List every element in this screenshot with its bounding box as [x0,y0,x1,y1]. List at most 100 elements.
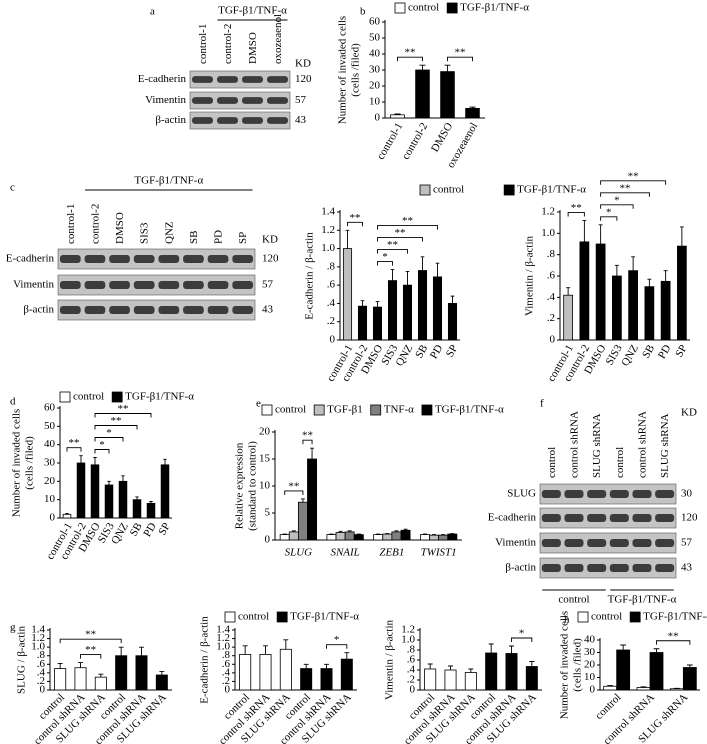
y-tick-label: 0 [50,512,56,524]
blot-band [192,117,213,124]
y-tick-label: 40 [44,438,56,450]
significance-label: ** [288,480,299,492]
error-bar [427,663,433,669]
lane-label: DMSO [247,32,259,64]
bar [132,499,142,519]
y-tick-label: .8 [327,260,336,272]
y-axis-label: Vimentin / β-actin [384,619,396,700]
panel-label: b [360,6,366,18]
kd-label: KD [681,407,697,419]
bar [307,458,318,541]
bar [326,534,337,541]
y-tick-label: .6 [222,658,231,670]
blot-band [158,255,180,263]
y-axis-label: Relative expression [234,442,246,529]
y-tick-label: .4 [327,297,336,309]
bar [444,669,457,691]
significance-label: ** [455,47,466,59]
y-tick-label: 1.0 [321,242,335,254]
significance-bracket [600,180,667,185]
bar [155,674,168,691]
y-tick-label: .8 [222,649,231,661]
bar [118,480,128,519]
significance-bracket [347,221,363,227]
y-tick-label: 1.2 [541,206,555,218]
significance-label: * [519,628,525,640]
error-bar [566,287,571,296]
bar [62,513,72,519]
y-tick-label: .6 [327,279,336,291]
error-bar [394,530,399,532]
blot-row-label: β-actin [505,562,536,574]
bar [279,648,292,691]
y-tick-label: .4 [547,291,556,303]
significance-bracket [567,212,585,217]
significance-bracket [397,56,423,62]
error-bar [663,270,668,282]
lane-label: SB [188,231,200,244]
blot-band [564,539,584,547]
legend-label: TGF-β1/TNF-α [290,611,359,623]
significance-label: * [382,251,388,263]
y-axis-label: (cells /filed) [24,436,36,490]
bar [135,655,148,691]
blot-band [609,564,629,572]
kd-value: 57 [295,94,307,106]
y-tick-label: 0 [330,334,336,346]
error-bar [329,533,334,535]
legend-swatch [629,611,641,623]
significance-label: ** [668,630,679,642]
y-tick-label: 10 [44,493,56,505]
blot-band [109,306,130,314]
blot-band [183,255,204,263]
blot-strip [189,111,291,130]
legend-label: TGF-β1/TNF-α [517,184,586,196]
bar [372,306,383,341]
blot-row-label: E-cadherin [6,253,55,265]
error-bar [394,113,401,115]
significance-bracket [377,261,393,266]
blot-band [267,76,288,83]
y-tick-label: 10 [259,480,271,492]
blot-band [242,117,263,124]
blot-band [541,514,561,522]
error-bar [607,685,614,687]
significance-bracket [377,249,408,254]
x-tick-label: SNAIL [330,547,359,559]
blot-band [217,76,238,83]
significance-bracket [377,237,423,242]
y-tick-label: 50 [369,32,381,44]
error-bar [448,665,453,670]
error-bar [450,533,455,535]
blot-band [59,281,81,289]
blot-band [158,306,180,314]
legend-label: TGF-β1/TNF-α [643,611,707,623]
error-bar [640,686,647,688]
blot-band [84,306,106,314]
y-tick-label: 10 [369,96,381,108]
bar [603,685,618,691]
error-bar [291,530,296,532]
y-tick-label: .2 [407,674,415,686]
y-tick-label: 1.2 [401,624,415,636]
bar [115,655,128,691]
y-tick-label: .2 [37,675,45,687]
blot-band [183,281,204,289]
bar [104,484,114,519]
bar [669,688,684,691]
bar [525,666,538,691]
error-bar [303,663,309,669]
kd-value: 120 [262,253,279,265]
blot-band [632,539,652,547]
blot-strip [189,91,291,110]
bar [682,667,697,691]
blot-band [242,76,263,83]
blot-row-label: Vimentin [145,94,186,106]
significance-bracket [66,447,82,452]
error-bar [310,447,315,459]
legend-label: control [275,404,306,416]
significance-label: ** [118,403,129,415]
bar [505,653,518,691]
significance-bracket [600,204,634,209]
error-bar [529,661,535,667]
